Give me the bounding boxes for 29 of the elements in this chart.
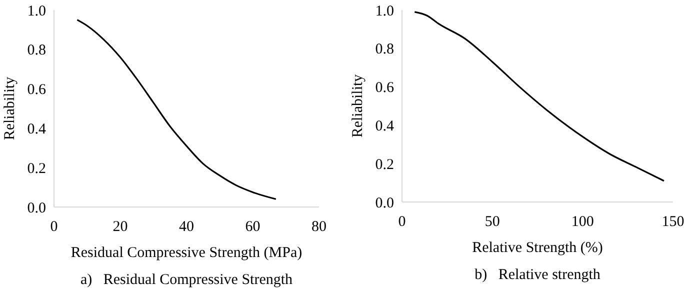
line-series bbox=[414, 11, 665, 182]
line-series bbox=[76, 19, 277, 200]
x-tick-label: 60 bbox=[245, 219, 260, 235]
y-tick-label: 1.0 bbox=[27, 3, 46, 20]
y-tick-label: 1.0 bbox=[375, 3, 394, 20]
x-tick-label: 20 bbox=[112, 219, 128, 235]
x-axis-title: Residual Compressive Strength (MPa) bbox=[70, 245, 302, 261]
y-tick-label: 0.6 bbox=[27, 82, 46, 98]
y-axis-title: Reliability bbox=[350, 74, 366, 138]
x-tick-label: 150 bbox=[662, 214, 684, 230]
x-tick-label: 100 bbox=[571, 214, 594, 230]
y-tick-label: 0.6 bbox=[375, 80, 394, 96]
y-tick-label: 0.8 bbox=[375, 42, 394, 58]
x-tick-label: 80 bbox=[312, 219, 326, 235]
y-axis-title: Reliability bbox=[2, 76, 18, 140]
y-tick-label: 0.0 bbox=[27, 200, 46, 216]
y-tick-label: 0.2 bbox=[27, 160, 46, 177]
text: a) Residual Compressive Strength bbox=[80, 272, 294, 288]
x-tick-label: 40 bbox=[179, 219, 194, 235]
x-tick-label: 50 bbox=[484, 214, 500, 230]
x-tick-label: 0 bbox=[398, 214, 406, 230]
x-tick-label: 0 bbox=[50, 219, 58, 235]
y-tick-label: 0.2 bbox=[375, 156, 394, 173]
text: b) Relative strength bbox=[474, 267, 601, 283]
y-tick-label: 0.8 bbox=[27, 42, 46, 59]
x-axis-title: Relative Strength (%) bbox=[472, 240, 603, 256]
y-tick-label: 0.4 bbox=[27, 121, 46, 138]
y-tick-label: 0.4 bbox=[375, 118, 394, 134]
y-tick-label: 0.0 bbox=[375, 195, 394, 212]
